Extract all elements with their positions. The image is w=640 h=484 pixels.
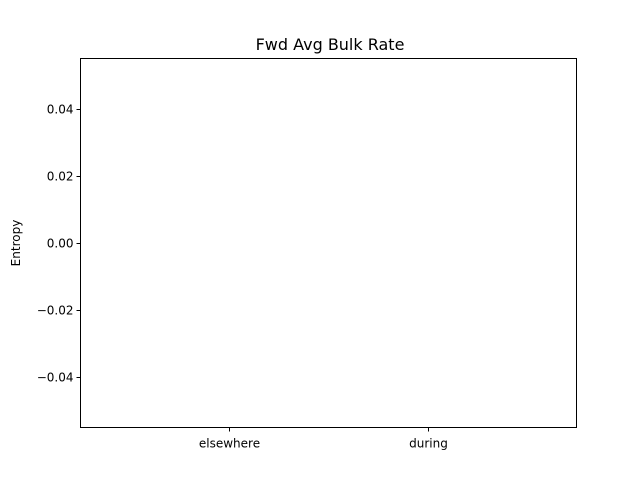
plot-frame xyxy=(80,58,577,428)
x-tick-label: during xyxy=(409,437,448,451)
y-tick-label: −0.02 xyxy=(37,304,74,318)
y-tick-label: 0.00 xyxy=(47,237,74,251)
y-tick-label: 0.02 xyxy=(47,170,74,184)
y-axis-label: Entropy xyxy=(9,220,23,267)
chart-title: Fwd Avg Bulk Rate xyxy=(256,35,405,54)
y-tick-label: 0.04 xyxy=(47,103,74,117)
axis-ticks: −0.04 −0.02 0.00 0.02 0.04 elsewhere during xyxy=(37,103,448,451)
y-tick-label: −0.04 xyxy=(37,371,74,385)
x-tick-label: elsewhere xyxy=(199,437,260,451)
